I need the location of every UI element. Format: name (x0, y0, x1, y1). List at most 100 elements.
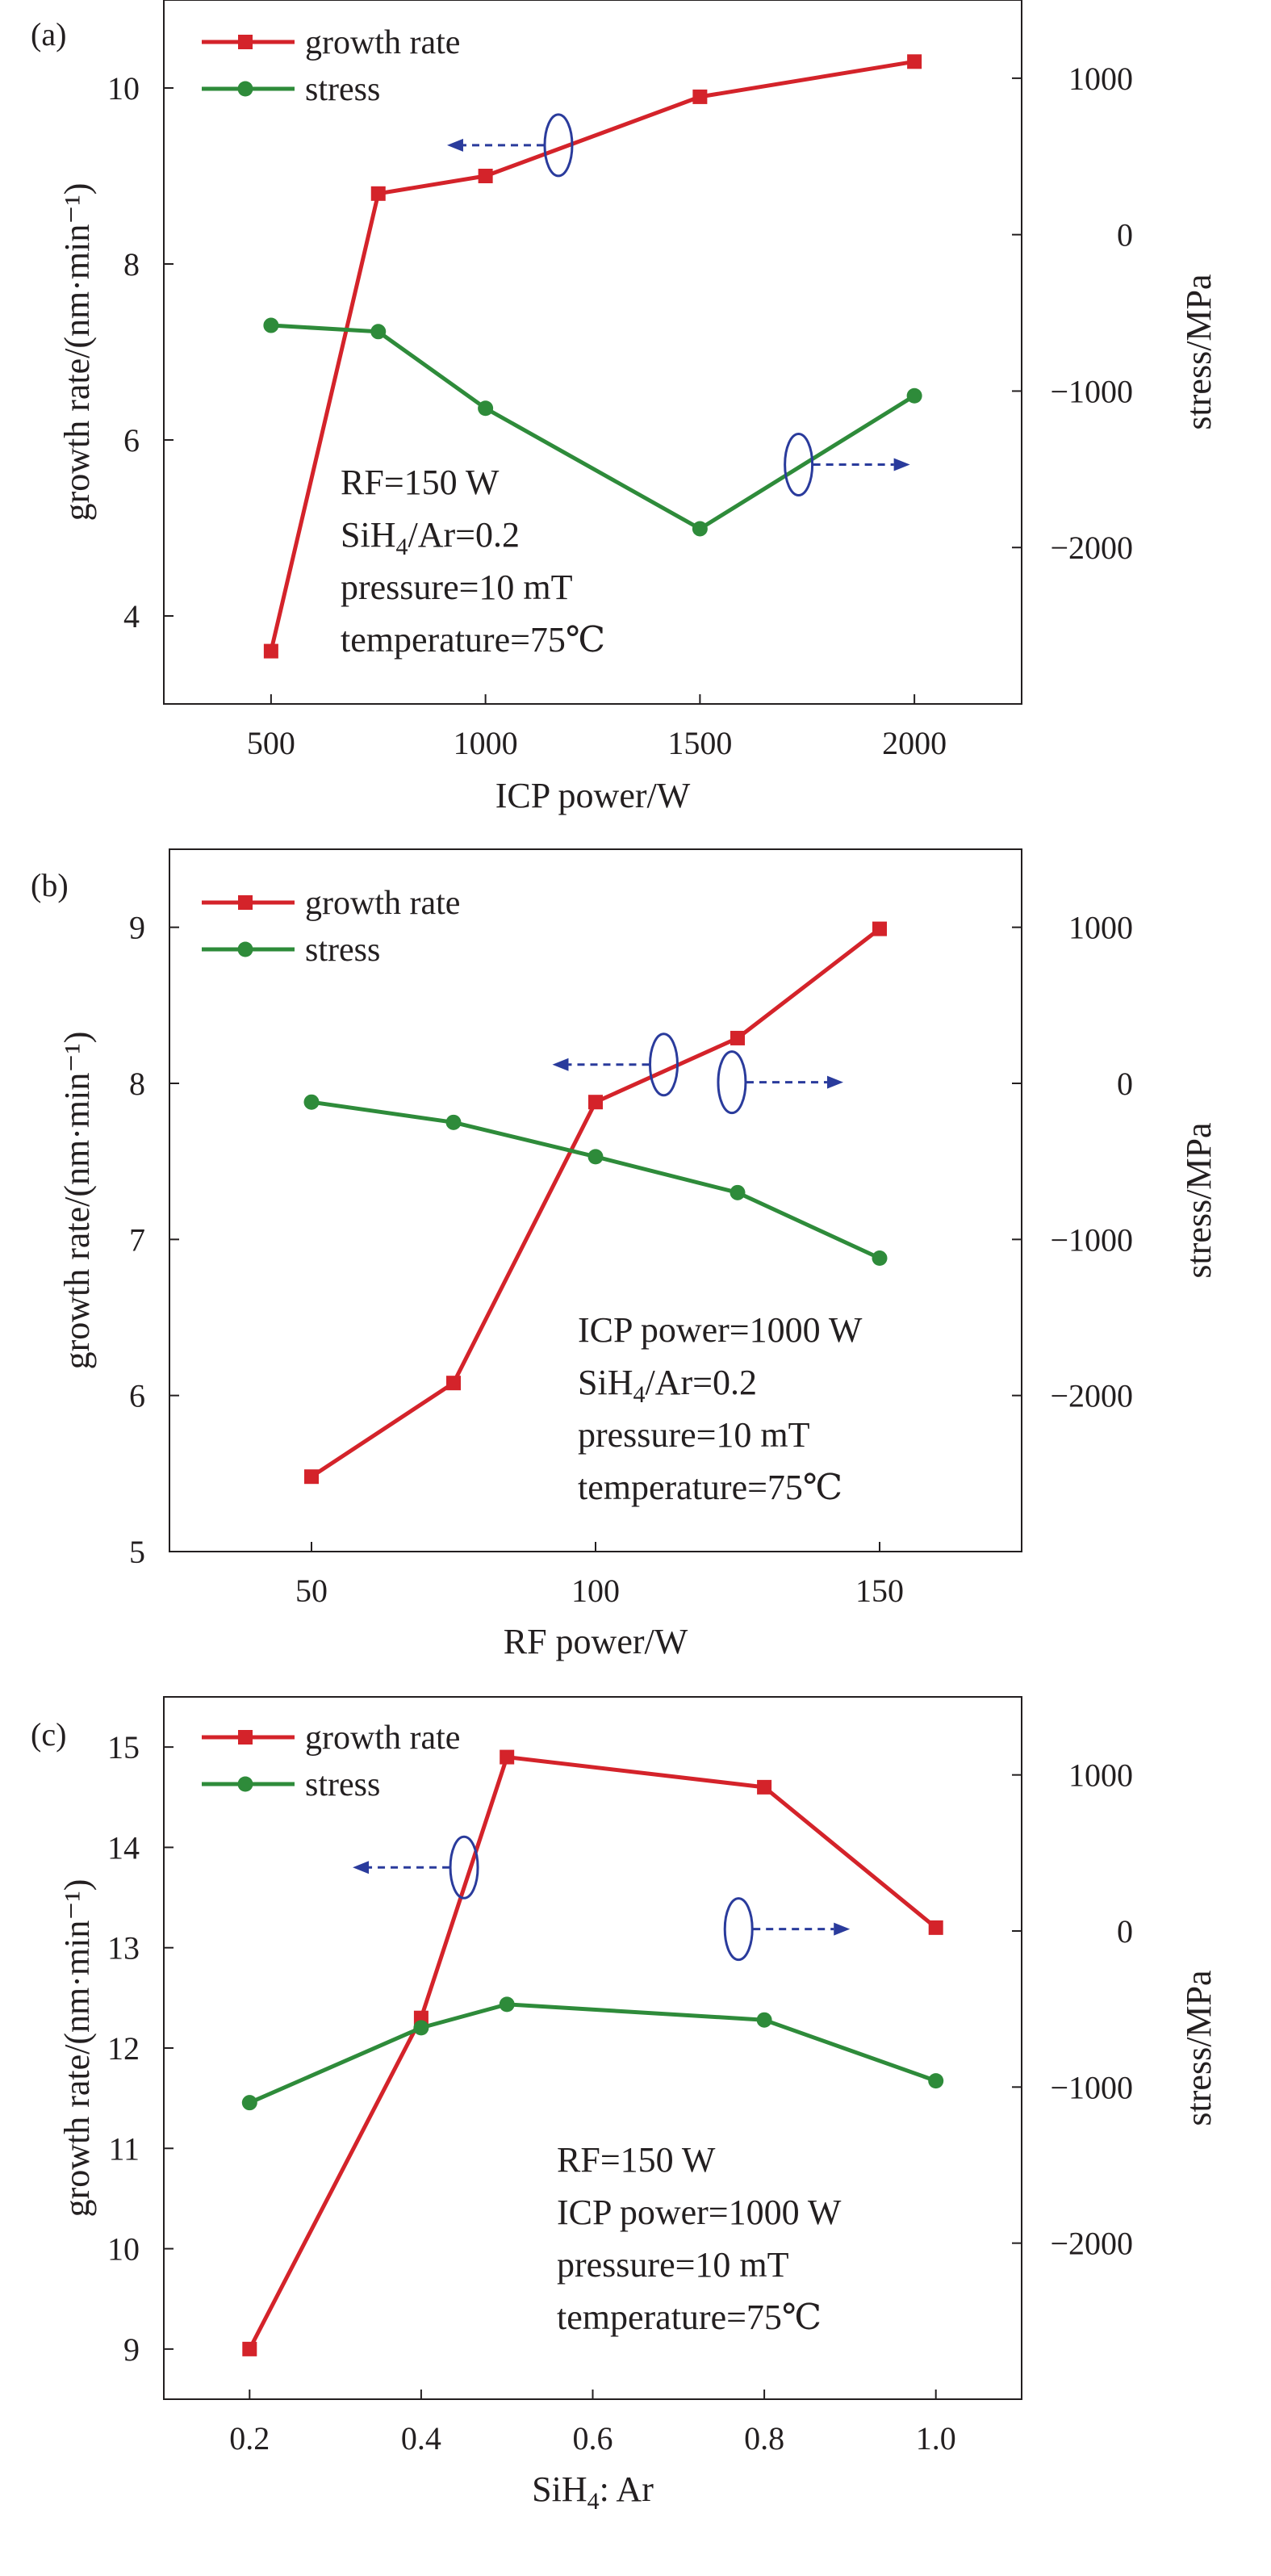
data-point (588, 1095, 603, 1110)
y2-tick-label: 0 (1117, 1913, 1133, 1950)
data-point (242, 2341, 257, 2356)
data-point (413, 2020, 429, 2036)
y2-tick-label: 0 (1117, 1066, 1133, 1102)
y-tick-label: 15 (107, 1729, 140, 1766)
y2-axis-title: stress/MPa (1179, 1970, 1219, 2126)
y-tick-label: 12 (107, 2030, 140, 2067)
data-point (241, 2095, 257, 2111)
y-tick-label: 5 (129, 1534, 145, 1570)
arrow-head (353, 1861, 370, 1874)
x-tick-label: 1.0 (916, 2420, 956, 2457)
x-tick-label: 150 (855, 1573, 904, 1609)
series-indicator-ellipse (723, 1897, 754, 1962)
x-tick-label: 0.6 (573, 2420, 613, 2457)
chart-panel-a: (a) 500 1000 1500 2000 4 6 8 10 1000 0 −1000 −2000 IC… (31, 0, 1219, 815)
y2-tick-label: −2000 (1050, 2226, 1133, 2262)
x-tick-label: 2000 (882, 725, 947, 761)
legend-marker (237, 81, 253, 97)
panel-label: (c) (31, 1716, 66, 1753)
y-tick-label: 9 (123, 2331, 140, 2368)
condition-text: pressure=10 mT (341, 568, 573, 607)
legend-label: stress (305, 1766, 380, 1803)
condition-text: temperature=75℃ (578, 1468, 842, 1507)
y-tick-label: 9 (129, 910, 145, 946)
data-point (730, 1184, 746, 1200)
data-point (304, 1469, 319, 1485)
x-tick-label: 100 (571, 1573, 620, 1609)
series-line (311, 1100, 881, 1260)
x-tick-label: 0.2 (229, 2420, 270, 2457)
x-tick-label: 1500 (667, 725, 732, 761)
condition-text: SiH4/Ar=0.2 (578, 1363, 757, 1408)
legend-label: growth rate (305, 24, 460, 61)
y-axis-title: growth rate/(nm·min⁻¹) (57, 183, 97, 521)
series-indicator-ellipse (784, 433, 814, 497)
series-indicator-ellipse (449, 1835, 479, 1900)
y2-tick-label: 1000 (1068, 1757, 1133, 1794)
condition-text: ICP power=1000 W (557, 2193, 842, 2232)
data-point (370, 324, 387, 340)
panel-label: (a) (31, 16, 66, 52)
legend-marker (238, 895, 253, 910)
y-tick-label: 11 (108, 2130, 140, 2167)
panel-label: (b) (31, 867, 69, 903)
legend-label: stress (305, 71, 380, 108)
y-tick-label: 4 (123, 598, 140, 635)
y-tick-label: 10 (107, 2231, 140, 2268)
data-point (756, 2012, 772, 2028)
condition-text: temperature=75℃ (341, 620, 605, 660)
data-point (692, 89, 708, 104)
condition-text: ICP power=1000 W (578, 1310, 863, 1350)
arrow-head (834, 1922, 851, 1936)
x-tick-label: 50 (295, 1573, 328, 1609)
legend-label: growth rate (305, 1719, 460, 1757)
legend-label: growth rate (305, 885, 460, 922)
chart-panel-b: (b) 50 100 150 5 6 7 8 9 1000 0 −1000 −2000 RF power/… (31, 848, 1219, 1661)
y-tick-label: 6 (129, 1378, 145, 1414)
y2-tick-label: −1000 (1050, 373, 1133, 409)
y2-tick-label: 1000 (1068, 910, 1133, 946)
series-indicator-ellipse (717, 1050, 747, 1115)
arrow-head (893, 458, 910, 471)
data-point (587, 1149, 604, 1165)
data-point (303, 1094, 320, 1110)
x-axis-title: SiH4: Ar (532, 2469, 654, 2515)
data-point (370, 186, 386, 201)
condition-text: pressure=10 mT (578, 1415, 810, 1455)
y2-tick-label: 1000 (1068, 61, 1133, 97)
y-tick-label: 8 (129, 1066, 145, 1102)
data-point (730, 1030, 745, 1045)
data-point (478, 400, 494, 417)
data-point (757, 1779, 772, 1795)
y-tick-label: 10 (107, 70, 140, 107)
series-indicator-ellipse (648, 1032, 679, 1097)
data-point (446, 1376, 461, 1391)
data-point (478, 169, 493, 183)
data-point (928, 2073, 944, 2089)
y2-tick-label: −1000 (1050, 2069, 1133, 2105)
y-tick-label: 6 (123, 422, 140, 459)
y2-tick-label: −2000 (1050, 530, 1133, 566)
x-tick-label: 0.8 (744, 2420, 784, 2457)
data-point (263, 643, 278, 659)
y2-tick-label: 0 (1117, 217, 1133, 253)
data-point (928, 1920, 943, 1935)
data-point (692, 521, 708, 537)
arrow-head (446, 138, 463, 152)
x-tick-label: 1000 (454, 725, 518, 761)
legend-marker (237, 941, 253, 957)
legend-marker (238, 35, 253, 49)
arrow-head (552, 1058, 569, 1071)
plot-frame (163, 0, 1022, 705)
series-indicator-ellipse (543, 113, 574, 178)
condition-text: pressure=10 mT (557, 2245, 789, 2285)
condition-text: RF=150 W (341, 463, 500, 502)
chart-panel-c: (c) 0.2 0.4 0.6 0.8 1.0 9 10 11 12 13 14 15 1000 0 −100… (31, 1696, 1219, 2515)
series-line (249, 2002, 937, 2105)
condition-text: temperature=75℃ (557, 2297, 822, 2337)
x-tick-label: 0.4 (401, 2420, 441, 2457)
series-line (269, 59, 915, 652)
y2-axis-title: stress/MPa (1179, 274, 1219, 429)
data-point (906, 387, 922, 404)
